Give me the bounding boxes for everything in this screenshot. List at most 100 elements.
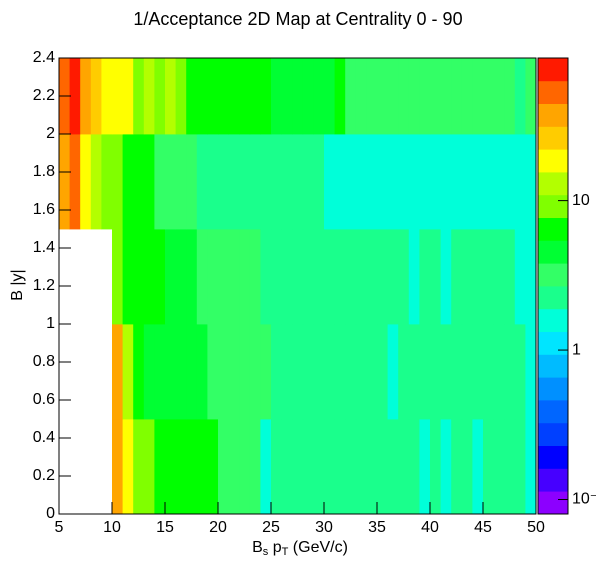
y-tick-label: 1 bbox=[46, 315, 55, 332]
heat-cell bbox=[430, 419, 441, 515]
heat-cell bbox=[186, 419, 198, 515]
heat-cell bbox=[504, 419, 516, 515]
heat-cell bbox=[101, 134, 113, 230]
heat-cell bbox=[504, 229, 516, 325]
y-tick-label: 0.2 bbox=[33, 467, 55, 484]
heat-cell bbox=[440, 134, 452, 230]
heat-cell bbox=[207, 134, 219, 230]
heat-cell bbox=[154, 419, 166, 515]
palette-swatch bbox=[538, 80, 568, 104]
heat-cell bbox=[419, 134, 431, 230]
heat-cell bbox=[133, 134, 145, 230]
heat-cell bbox=[461, 324, 473, 420]
heat-cell bbox=[398, 134, 410, 230]
heat-cell bbox=[112, 324, 123, 420]
heat-cell bbox=[154, 134, 166, 230]
heat-cell bbox=[366, 229, 378, 325]
heat-cell bbox=[143, 58, 155, 135]
palette-swatch bbox=[538, 149, 568, 173]
heat-cell bbox=[59, 134, 70, 230]
heat-cell bbox=[133, 419, 145, 515]
heat-cell bbox=[419, 58, 431, 135]
heat-cell bbox=[165, 134, 176, 230]
heat-cell bbox=[419, 419, 431, 515]
heat-cell bbox=[281, 134, 293, 230]
heat-cell bbox=[249, 58, 261, 135]
heat-cell bbox=[112, 419, 123, 515]
heat-cell bbox=[387, 229, 399, 325]
heat-cell bbox=[249, 419, 261, 515]
heat-cell bbox=[504, 58, 516, 135]
heat-cell bbox=[90, 134, 102, 230]
heat-cell bbox=[101, 58, 113, 135]
heat-cell bbox=[207, 419, 219, 515]
heat-cell bbox=[419, 324, 431, 420]
heat-cell bbox=[165, 419, 176, 515]
x-label-part: (GeV/c) bbox=[288, 539, 348, 556]
heat-cell bbox=[514, 58, 526, 135]
heat-cell bbox=[419, 229, 431, 325]
heat-cell bbox=[90, 58, 102, 135]
y-tick-label: 1.2 bbox=[33, 277, 55, 294]
heat-cell bbox=[313, 324, 325, 420]
heat-cell bbox=[292, 58, 304, 135]
heat-cell bbox=[472, 58, 484, 135]
y-tick-label: 2 bbox=[46, 125, 55, 142]
heat-cell bbox=[324, 419, 335, 515]
palette-swatch bbox=[538, 308, 568, 332]
heat-cell bbox=[366, 58, 378, 135]
heat-cell bbox=[345, 324, 357, 420]
heat-cell bbox=[408, 229, 420, 325]
heat-cell bbox=[228, 419, 240, 515]
heat-cell bbox=[514, 134, 526, 230]
x-tick-label: 35 bbox=[368, 519, 386, 536]
heat-cell bbox=[355, 134, 367, 230]
heat-cell bbox=[239, 324, 251, 420]
heat-cell bbox=[186, 134, 198, 230]
palette-swatch bbox=[538, 126, 568, 150]
heat-cell bbox=[387, 419, 399, 515]
x-tick-label: 5 bbox=[55, 519, 64, 536]
heat-cell bbox=[525, 58, 537, 135]
heat-cell bbox=[122, 229, 134, 325]
heat-cell bbox=[112, 229, 123, 325]
x-tick-label: 10 bbox=[103, 519, 121, 536]
palette-swatch bbox=[538, 103, 568, 127]
heat-cell bbox=[472, 229, 484, 325]
heat-cell bbox=[271, 419, 282, 515]
heat-cell bbox=[355, 324, 367, 420]
heat-cell bbox=[493, 58, 505, 135]
heat-cell bbox=[483, 419, 494, 515]
heat-cell bbox=[143, 134, 155, 230]
x-tick-label: 15 bbox=[156, 519, 174, 536]
x-axis-label: Bs pT (GeV/c) bbox=[252, 539, 348, 558]
heat-cell bbox=[302, 229, 314, 325]
x-tick-label: 40 bbox=[421, 519, 439, 536]
heat-cell bbox=[313, 419, 325, 515]
heat-cell bbox=[525, 324, 537, 420]
heat-cell bbox=[387, 324, 399, 420]
heat-cell bbox=[377, 58, 388, 135]
heat-cell bbox=[324, 324, 335, 420]
heat-cell bbox=[525, 419, 537, 515]
heat-cell bbox=[207, 324, 219, 420]
heat-cell bbox=[175, 58, 187, 135]
heat-cell bbox=[228, 229, 240, 325]
heat-cell bbox=[292, 419, 304, 515]
heat-cell bbox=[430, 324, 441, 420]
heat-cell bbox=[260, 134, 272, 230]
heat-cell bbox=[313, 58, 325, 135]
heat-cell bbox=[366, 324, 378, 420]
heat-cell bbox=[483, 134, 494, 230]
palette-swatch bbox=[538, 194, 568, 218]
heat-cell bbox=[461, 134, 473, 230]
heat-cell bbox=[472, 134, 484, 230]
heat-cell bbox=[345, 229, 357, 325]
heat-cell bbox=[324, 58, 335, 135]
y-tick-label: 1.8 bbox=[33, 163, 55, 180]
heat-cell bbox=[133, 324, 145, 420]
heat-cell bbox=[271, 134, 282, 230]
heat-cell bbox=[451, 58, 463, 135]
heat-cell bbox=[377, 419, 388, 515]
heat-cell bbox=[239, 134, 251, 230]
